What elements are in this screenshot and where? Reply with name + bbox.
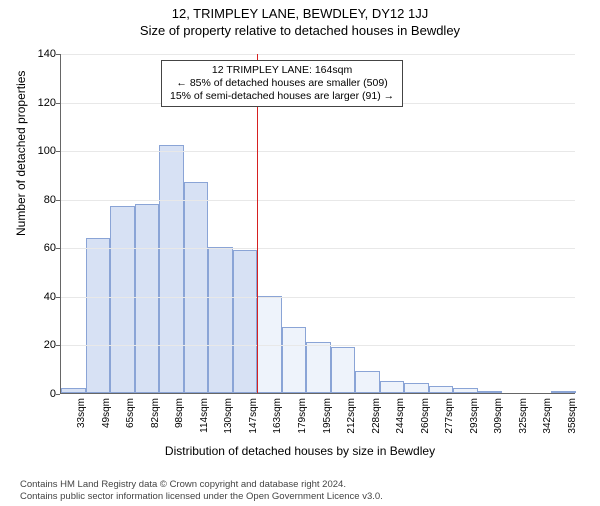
plot-region: 12 TRIMPLEY LANE: 164sqm ← 85% of detach… [60,54,575,394]
y-tick-label: 60 [30,242,56,254]
histogram-bar [331,347,356,393]
y-tick-mark [56,297,60,298]
histogram-bar [355,371,380,393]
gridline [61,151,575,152]
histogram-bar [208,247,233,393]
y-tick-label: 140 [30,48,56,60]
histogram-bar [429,386,454,393]
x-tick-label: 228sqm [371,398,382,434]
y-tick-mark [56,394,60,395]
footer-line: Contains HM Land Registry data © Crown c… [20,479,590,490]
gridline [61,200,575,201]
page-title-sub: Size of property relative to detached ho… [0,23,600,38]
histogram-bar [306,342,331,393]
x-tick-label: 65sqm [125,398,136,428]
y-tick-mark [56,248,60,249]
y-tick-mark [56,345,60,346]
histogram-bar [478,391,503,393]
histogram-bar [184,182,209,393]
histogram-bar [282,327,307,393]
y-tick-mark [56,103,60,104]
y-tick-label: 40 [30,291,56,303]
x-tick-label: 130sqm [223,398,234,434]
annotation-line: ← 85% of detached houses are smaller (50… [170,77,394,90]
histogram-bar [110,206,135,393]
x-tick-label: 325sqm [518,398,529,434]
y-tick-mark [56,54,60,55]
x-tick-label: 195sqm [322,398,333,434]
gridline [61,248,575,249]
x-tick-label: 147sqm [248,398,259,434]
x-tick-label: 163sqm [272,398,283,434]
y-tick-mark [56,200,60,201]
histogram-bar [86,238,111,393]
y-tick-label: 0 [30,388,56,400]
histogram-bar [257,296,282,393]
gridline [61,54,575,55]
x-axis-label: Distribution of detached houses by size … [0,444,600,458]
page-title-address: 12, TRIMPLEY LANE, BEWDLEY, DY12 1JJ [0,6,600,21]
histogram-bar [233,250,258,393]
y-tick-label: 20 [30,339,56,351]
footer-line: Contains public sector information licen… [20,491,590,502]
histogram-bar [551,391,576,393]
x-tick-label: 342sqm [542,398,553,434]
histogram-bar [61,388,86,393]
x-tick-label: 277sqm [444,398,455,434]
x-tick-label: 358sqm [567,398,578,434]
histogram-bar [159,145,184,393]
x-tick-label: 309sqm [493,398,504,434]
y-axis-label: Number of detached properties [14,71,28,236]
histogram-bar [135,204,160,393]
chart-area: 12 TRIMPLEY LANE: 164sqm ← 85% of detach… [60,54,575,419]
y-tick-label: 80 [30,194,56,206]
histogram-bar [380,381,405,393]
y-tick-label: 120 [30,97,56,109]
annotation-line: 12 TRIMPLEY LANE: 164sqm [170,64,394,77]
histogram-bar [453,388,478,393]
y-tick-mark [56,151,60,152]
x-tick-label: 98sqm [174,398,185,428]
x-tick-label: 114sqm [199,398,210,433]
x-tick-label: 244sqm [395,398,406,434]
gridline [61,345,575,346]
histogram-bar [404,383,429,393]
x-tick-label: 179sqm [297,398,308,434]
x-tick-label: 260sqm [420,398,431,434]
x-tick-label: 33sqm [76,398,87,428]
x-tick-label: 49sqm [101,398,112,428]
footer-attribution: Contains HM Land Registry data © Crown c… [20,479,590,502]
y-tick-label: 100 [30,145,56,157]
x-tick-label: 212sqm [346,398,357,434]
annotation-line: 15% of semi-detached houses are larger (… [170,90,394,103]
x-tick-label: 82sqm [150,398,161,428]
annotation-box: 12 TRIMPLEY LANE: 164sqm ← 85% of detach… [161,60,403,107]
x-tick-label: 293sqm [469,398,480,434]
gridline [61,297,575,298]
